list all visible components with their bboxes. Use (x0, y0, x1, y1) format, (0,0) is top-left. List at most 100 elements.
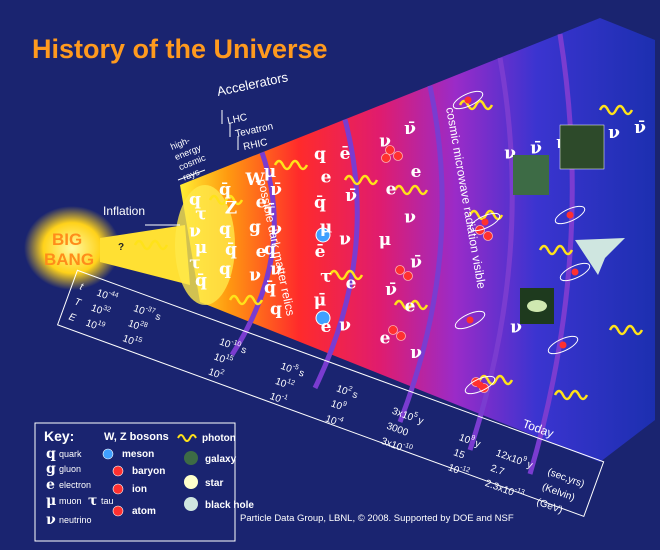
particle-symbol: ν̄ (404, 119, 416, 139)
value-exponent: 9 (522, 455, 528, 463)
key-symbol: μ (46, 493, 56, 509)
particle-symbol: ν (270, 260, 282, 280)
particle-symbol: e (321, 317, 332, 337)
particle-symbol: e (321, 167, 332, 187)
nucleon (385, 145, 395, 155)
particle-symbol: e (380, 328, 391, 348)
atom-orbit (547, 335, 579, 355)
particle-symbol: τ (195, 205, 206, 225)
value-exponent: 9 (342, 400, 348, 408)
key-label: quark (59, 449, 82, 459)
epoch-value: 10-37s (132, 301, 163, 323)
value-unit: s (154, 311, 162, 323)
particle-symbol: q (264, 239, 276, 259)
nucleon (396, 331, 406, 341)
value-unit: s (240, 345, 248, 357)
key-label: ion (132, 484, 147, 495)
photon (208, 194, 244, 206)
epoch-value: 1019 (84, 316, 106, 335)
particle-symbol: W (244, 170, 265, 190)
value-exponent: -12 (459, 464, 471, 474)
particle-symbol: q̄ (264, 278, 276, 298)
meson (315, 310, 331, 326)
particle-symbol: ν̄ (634, 118, 646, 138)
value-exponent: 15 (225, 354, 235, 363)
value-base: 10 (218, 337, 233, 351)
key-label: electron (59, 480, 91, 490)
value-exponent: 5 (413, 411, 419, 419)
epoch-value: 10-1 (268, 389, 289, 407)
era-boundary (229, 151, 277, 357)
value-base: 10 (207, 367, 222, 381)
era-boundary (467, 57, 515, 451)
particle-symbol: ν (608, 123, 620, 143)
key-icon (112, 483, 124, 495)
photon (273, 159, 309, 171)
particle-symbol: ν (339, 230, 351, 250)
photon (133, 239, 169, 251)
picture-tree (559, 124, 605, 170)
atom-nucleus (571, 268, 579, 276)
atom-nucleus (559, 341, 567, 349)
key-symbol: g (46, 461, 56, 477)
value-unit: s (297, 368, 305, 380)
particle-symbol: ē (315, 242, 326, 262)
key-label: baryon (132, 466, 165, 477)
key-icon (112, 465, 124, 477)
particle-symbol: τ (320, 267, 331, 287)
value-base: 2.7 (489, 463, 506, 478)
epoch-value: 10-10s (218, 335, 249, 357)
particle-symbol: ν̄ (345, 186, 357, 206)
key-label: galaxy (205, 454, 237, 465)
particle-symbol: μ (320, 217, 332, 237)
value-base: 10 (268, 391, 283, 405)
key-symbol: e (46, 477, 55, 493)
atom-orbit (469, 212, 501, 232)
decorations (133, 90, 644, 401)
particle-symbol: ν (379, 131, 391, 151)
particle-symbol: e (411, 162, 422, 182)
particle-symbol: q̄ (195, 271, 207, 291)
nucleon (393, 151, 403, 161)
particle-symbol: e (346, 274, 357, 294)
value-base: 10 (279, 361, 294, 375)
epoch-value: 2.7 (489, 463, 506, 478)
particle-symbol: q̄ (219, 180, 231, 200)
particle-symbol: e (256, 242, 267, 262)
key-icon (102, 448, 114, 460)
epoch-value: 1032 (90, 301, 112, 320)
photon (328, 269, 364, 281)
value-unit: y (473, 438, 481, 450)
particle-symbol: μ̄ (314, 291, 326, 311)
key-symbol: ν (46, 512, 56, 528)
value-unit: y (416, 415, 424, 427)
epoch-value: 15 (452, 447, 467, 461)
particle-symbol: τ (189, 253, 200, 273)
atom-nucleus (476, 381, 484, 389)
value-exponent: -37 (144, 305, 156, 315)
value-base: 10 (446, 462, 461, 476)
footer: Particle Data Group, LBNL, © 2008. Suppo… (240, 513, 514, 524)
value-base: 15 (452, 447, 467, 461)
meson (315, 227, 331, 243)
value-exponent: 12 (286, 378, 296, 387)
nucleon (388, 325, 398, 335)
particle-symbol: q (270, 299, 282, 319)
value-base: 10 (95, 288, 110, 302)
value-base: 10 (126, 318, 141, 332)
photon (608, 324, 644, 336)
value-base: 10 (132, 303, 147, 317)
particle-symbol: ν̄ (410, 252, 422, 272)
atom-orbit (554, 205, 586, 225)
epoch-value: 1015 (121, 331, 143, 350)
value-base: 10 (121, 333, 136, 347)
value-exponent: -10 (402, 441, 414, 451)
epoch-value: 102s (335, 382, 360, 402)
particle-symbol: τ̄ (264, 201, 275, 221)
era-boundary (312, 118, 360, 390)
value-exponent: -13 (514, 486, 526, 496)
key-title: Key: (44, 428, 74, 444)
